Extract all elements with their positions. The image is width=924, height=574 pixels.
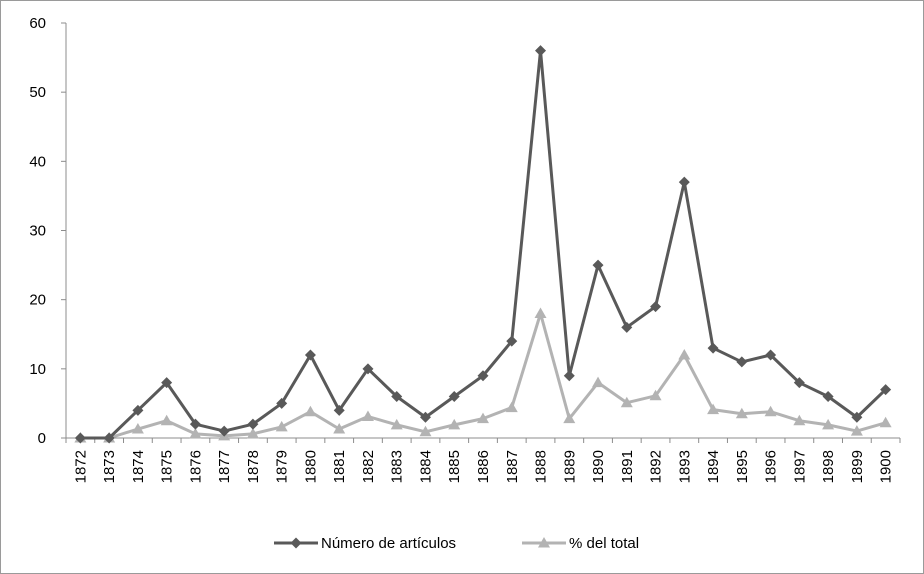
x-tick-label: 1897 bbox=[791, 450, 808, 483]
x-tick-label: 1885 bbox=[446, 450, 463, 483]
y-tick-label: 10 bbox=[29, 361, 46, 378]
data-point-diamond bbox=[218, 425, 230, 437]
data-point-diamond bbox=[103, 432, 115, 444]
data-point-diamond bbox=[391, 391, 403, 402]
data-point-diamond bbox=[851, 411, 863, 423]
data-point-triangle bbox=[563, 412, 576, 424]
x-tick-label: 1878 bbox=[245, 450, 262, 483]
data-point-diamond bbox=[621, 321, 633, 333]
x-tick-label: 1874 bbox=[130, 450, 147, 483]
data-point-triangle bbox=[707, 403, 720, 415]
data-point-diamond bbox=[736, 356, 748, 368]
legend-label-1: Número de artículos bbox=[321, 535, 456, 552]
data-point-triangle bbox=[448, 418, 461, 430]
x-tick-label: 1873 bbox=[101, 450, 118, 483]
data-point-diamond bbox=[563, 370, 575, 382]
x-tick-label: 1879 bbox=[274, 450, 291, 483]
x-tick-label: 1888 bbox=[533, 450, 550, 483]
data-point-triangle bbox=[620, 396, 633, 408]
data-point-diamond bbox=[477, 370, 489, 382]
data-point-triangle bbox=[419, 425, 432, 437]
data-point-triangle bbox=[822, 418, 835, 430]
data-point-triangle bbox=[534, 307, 547, 318]
x-tick-label: 1898 bbox=[820, 450, 837, 483]
data-point-diamond bbox=[678, 176, 690, 188]
x-tick-label: 1881 bbox=[331, 450, 348, 483]
data-point-triangle bbox=[131, 423, 144, 434]
data-point-diamond bbox=[650, 301, 662, 313]
data-point-triangle bbox=[275, 420, 288, 432]
data-point-diamond bbox=[592, 259, 604, 271]
x-tick-label: 1877 bbox=[216, 450, 233, 483]
x-tick-label: 1889 bbox=[561, 450, 578, 483]
x-tick-label: 1886 bbox=[475, 450, 492, 483]
data-point-diamond bbox=[448, 391, 460, 402]
data-point-triangle bbox=[505, 401, 518, 413]
data-point-diamond bbox=[132, 404, 144, 416]
y-tick-label: 0 bbox=[38, 430, 46, 447]
legend-marker-triangle bbox=[538, 537, 550, 548]
data-point-diamond bbox=[535, 45, 547, 57]
data-point-triangle bbox=[649, 389, 662, 401]
x-tick-label: 1900 bbox=[878, 450, 895, 483]
data-point-triangle bbox=[361, 410, 374, 422]
data-point-diamond bbox=[880, 384, 892, 396]
y-tick-label: 50 bbox=[29, 84, 46, 101]
data-point-diamond bbox=[419, 411, 431, 423]
x-tick-label: 1891 bbox=[619, 450, 636, 483]
x-tick-label: 1887 bbox=[504, 450, 521, 483]
data-point-diamond bbox=[362, 363, 374, 375]
data-point-diamond bbox=[793, 377, 805, 389]
data-point-triangle bbox=[678, 349, 691, 360]
x-tick-label: 1893 bbox=[676, 450, 693, 483]
data-point-triangle bbox=[592, 376, 605, 388]
x-tick-label: 1895 bbox=[734, 450, 751, 483]
data-point-diamond bbox=[822, 391, 834, 402]
x-tick-label: 1875 bbox=[159, 450, 176, 483]
data-point-diamond bbox=[74, 432, 86, 444]
data-point-triangle bbox=[879, 416, 892, 428]
legend-label-2: % del total bbox=[569, 535, 639, 552]
x-tick-label: 1872 bbox=[72, 450, 89, 483]
y-tick-label: 20 bbox=[29, 292, 46, 309]
x-tick-label: 1894 bbox=[705, 450, 722, 483]
y-tick-label: 30 bbox=[29, 223, 46, 240]
y-tick-label: 40 bbox=[29, 153, 46, 170]
data-point-triangle bbox=[735, 407, 748, 419]
data-point-diamond bbox=[765, 349, 777, 361]
data-point-diamond bbox=[707, 342, 719, 354]
data-point-diamond bbox=[304, 349, 316, 361]
data-point-diamond bbox=[189, 418, 201, 430]
data-point-diamond bbox=[506, 335, 518, 347]
data-point-triangle bbox=[850, 425, 863, 436]
data-point-triangle bbox=[160, 414, 173, 426]
x-tick-label: 1883 bbox=[389, 450, 406, 483]
data-point-diamond bbox=[161, 377, 173, 389]
data-point-triangle bbox=[333, 423, 346, 434]
x-tick-label: 1882 bbox=[360, 450, 377, 483]
data-point-triangle bbox=[246, 427, 259, 439]
data-point-triangle bbox=[304, 405, 317, 417]
x-tick-label: 1892 bbox=[648, 450, 665, 483]
data-point-diamond bbox=[276, 397, 288, 409]
x-tick-label: 1880 bbox=[302, 450, 319, 483]
data-point-triangle bbox=[390, 418, 403, 430]
legend-marker-diamond bbox=[290, 537, 302, 549]
data-point-diamond bbox=[247, 418, 259, 430]
x-tick-label: 1896 bbox=[763, 450, 780, 483]
data-point-triangle bbox=[189, 427, 202, 439]
x-tick-label: 1876 bbox=[187, 450, 204, 483]
data-point-triangle bbox=[764, 405, 777, 417]
x-tick-label: 1890 bbox=[590, 450, 607, 483]
x-tick-label: 1884 bbox=[417, 450, 434, 483]
data-point-diamond bbox=[333, 404, 345, 416]
x-tick-label: 1899 bbox=[849, 450, 866, 483]
data-point-triangle bbox=[477, 412, 489, 424]
data-point-triangle bbox=[793, 414, 806, 426]
y-tick-label: 60 bbox=[29, 15, 46, 32]
